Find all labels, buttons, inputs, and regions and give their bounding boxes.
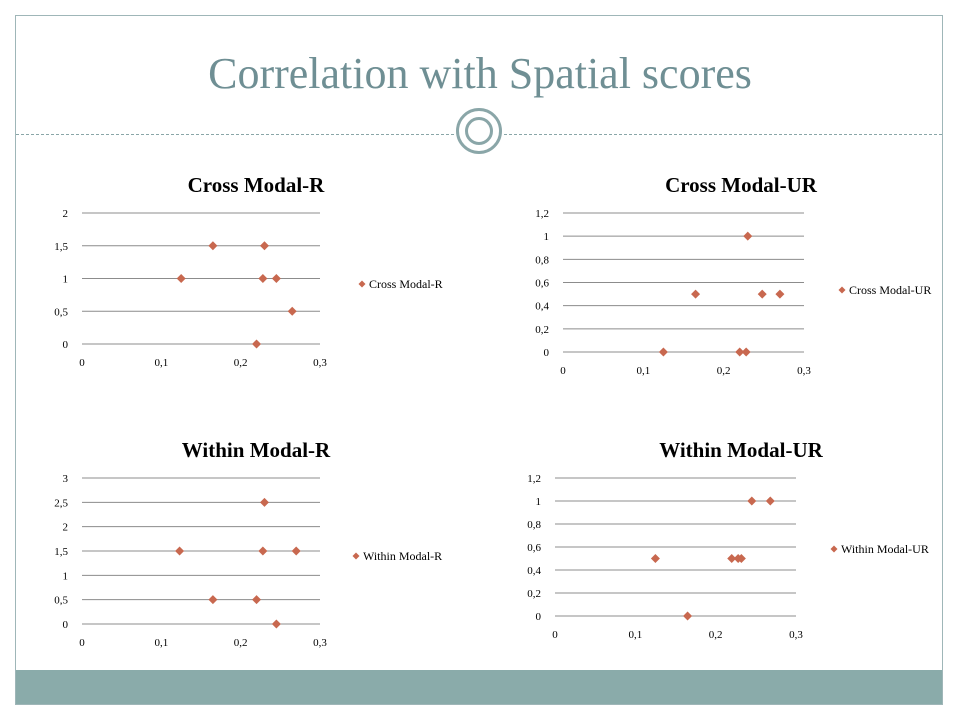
x-tick-label: 0 [560,365,566,377]
y-tick-label: 0 [536,611,542,623]
x-tick-label: 0,3 [797,365,811,377]
chart-3: Within Modal-R 0 0,5 1 1,5 2 2,5 3 0 0,1 0,2 0,3 Wit… [54,438,442,649]
y-tick-label: 0 [63,339,69,351]
chart-title: Within Modal-UR [659,438,823,462]
footer-band [16,670,942,704]
legend-label: Cross Modal-R [369,277,443,291]
slide-frame [15,15,943,705]
y-tick-label: 1,2 [527,473,541,485]
y-tick-label: 0,5 [54,306,68,318]
x-tick-label: 0 [79,357,85,369]
ring-inner-icon [465,117,493,145]
chart-2: Cross Modal-UR 0 0,2 0,4 0,6 0,8 1 1,2 0 0,1 0,2 0,… [535,173,931,377]
data-point [252,595,262,605]
chart-4: Within Modal-UR 0 0,2 0,4 0,6 0,8 1 1,2 0 0,1 0,2 0… [527,438,929,641]
y-tick-label: 2 [63,522,69,534]
y-tick-label: 0,8 [527,519,541,531]
x-tick-label: 0 [552,629,558,641]
y-tick-label: 0,4 [527,565,541,577]
y-tick-label: 2,5 [54,497,68,509]
data-point [252,339,262,349]
y-tick-label: 0,4 [535,301,549,313]
legend-marker-icon [352,552,360,560]
x-tick-label: 0,3 [313,637,327,649]
y-tick-label: 1 [544,231,550,243]
y-tick-label: 0,2 [527,588,541,600]
data-point [741,347,751,357]
data-point [743,231,753,241]
x-tick-label: 0,3 [313,357,327,369]
data-point [727,554,737,563]
y-tick-label: 1,5 [54,241,68,253]
y-tick-label: 0,6 [527,542,541,554]
x-tick-label: 0,1 [636,365,650,377]
x-tick-label: 0,2 [709,629,723,641]
x-tick-label: 0,2 [717,365,731,377]
data-point [258,274,268,283]
y-tick-label: 1 [63,274,69,286]
y-tick-label: 0,5 [54,595,68,607]
data-point [258,546,268,556]
y-tick-label: 1 [63,570,69,582]
legend-label: Within Modal-UR [841,542,929,556]
x-tick-label: 0 [79,637,85,649]
data-point [259,497,269,507]
data-point [765,496,775,506]
data-point [291,546,301,556]
x-tick-label: 0,1 [154,357,168,369]
data-point [747,496,757,506]
y-tick-label: 0,8 [535,254,549,266]
y-tick-label: 0 [63,619,69,631]
data-point [650,554,660,563]
data-point [271,619,281,629]
data-point [208,595,218,605]
data-point [683,611,693,621]
y-tick-label: 1 [536,496,542,508]
data-point [757,289,767,299]
chart-title: Cross Modal-UR [665,173,818,197]
data-point [176,274,186,283]
y-tick-label: 2 [63,208,69,220]
data-point [658,347,668,357]
y-tick-label: 3 [63,473,69,485]
data-point [208,241,218,251]
x-tick-label: 0,1 [154,637,168,649]
data-point [271,274,281,283]
data-point [175,546,185,556]
legend-marker-icon [838,286,846,294]
chart-title: Within Modal-R [182,438,331,462]
title-divider-left [16,134,454,135]
x-tick-label: 0,3 [789,629,803,641]
legend-marker-icon [830,545,838,553]
chart-1: Cross Modal-R 0 0,5 1 1,5 2 0 0,1 0,2 0,3 Cross Mo… [54,173,442,369]
y-tick-label: 0,6 [535,278,549,290]
data-point [736,554,746,563]
x-tick-label: 0,1 [628,629,642,641]
data-point [775,289,785,299]
ring-ornament-icon [456,108,502,154]
legend-label: Within Modal-R [363,549,442,563]
legend-label: Cross Modal-UR [849,283,931,297]
chart-title: Cross Modal-R [188,173,326,197]
title-divider-right [504,134,942,135]
data-point [287,306,297,316]
y-tick-label: 0 [544,347,550,359]
data-point [735,347,745,357]
y-tick-label: 0,2 [535,324,549,336]
y-tick-label: 1,2 [535,208,549,220]
slide-title: Correlation with Spatial scores [208,49,752,98]
data-point [259,241,269,251]
x-tick-label: 0,2 [234,357,248,369]
x-tick-label: 0,2 [234,637,248,649]
legend-marker-icon [358,280,366,288]
y-tick-label: 1,5 [54,546,68,558]
data-point [691,289,701,299]
